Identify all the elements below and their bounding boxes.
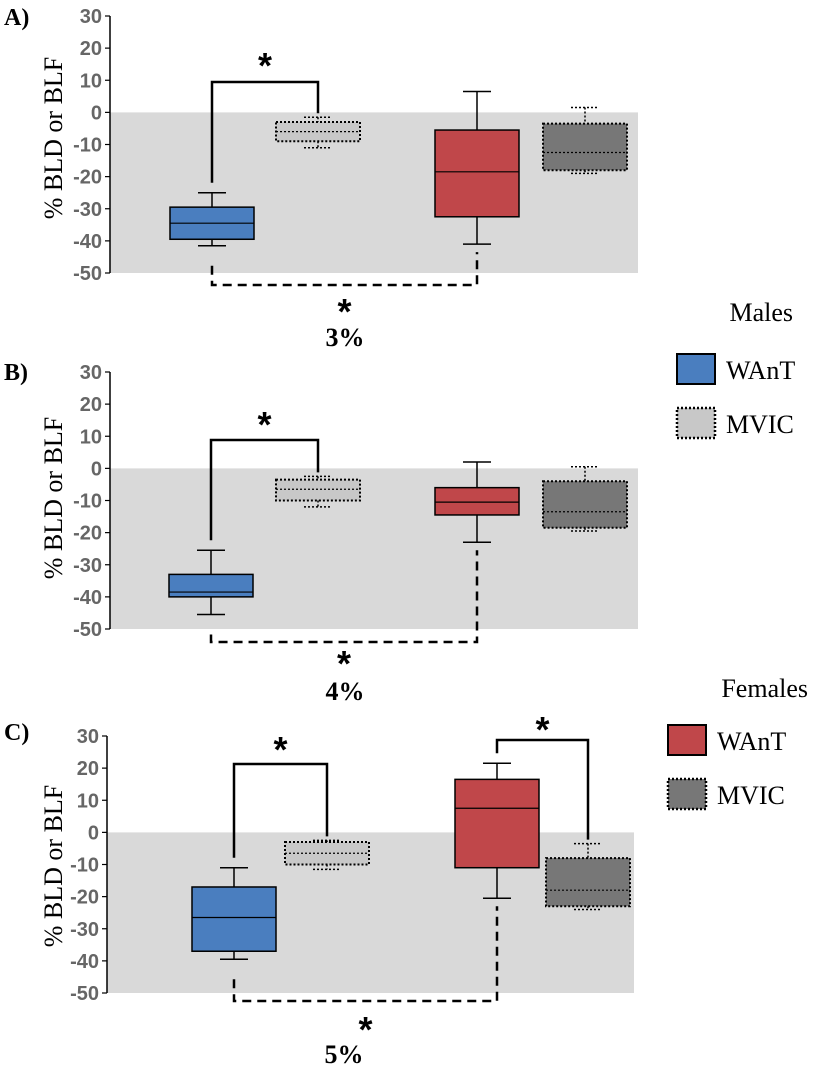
y-tick-label: -30 <box>70 919 99 941</box>
y-tick-label: 20 <box>80 394 102 416</box>
y-tick-label: -10 <box>70 855 99 877</box>
box-females-want <box>454 762 540 899</box>
box-males-mvic <box>284 839 370 871</box>
y-tick-label: -20 <box>73 523 102 545</box>
significance-bracket <box>495 738 590 840</box>
box-body <box>542 122 628 172</box>
y-tick-label: -40 <box>73 231 102 253</box>
legend-swatch <box>667 724 707 756</box>
box-males-mvic <box>275 116 361 149</box>
significance-bracket <box>209 438 320 541</box>
box-body <box>191 886 277 952</box>
y-tick-label: 30 <box>80 362 102 384</box>
y-tick-label: 20 <box>77 758 99 780</box>
y-axis-label: % BLD or BLF <box>39 417 68 580</box>
y-axis-label: % BLD or BLF <box>39 57 68 220</box>
box-females-want <box>434 461 520 544</box>
legend-swatch <box>675 406 717 440</box>
y-tick-label: 10 <box>80 70 102 92</box>
legend-males: Males WAnT MVIC <box>675 298 795 440</box>
significance-bracket-dashed <box>232 906 499 1003</box>
significance-bracket-dashed <box>209 550 479 644</box>
y-tick-label: -50 <box>73 619 102 641</box>
y-tick-label: 0 <box>91 458 102 480</box>
y-tick-label: 10 <box>80 426 102 448</box>
legend-swatch <box>676 353 716 385</box>
box-body <box>545 857 631 908</box>
significance-star: * <box>358 1009 372 1050</box>
legend-label: MVIC <box>717 781 785 810</box>
shaded-region <box>107 832 634 993</box>
y-tick-label: -20 <box>70 887 99 909</box>
percent-label: 3% <box>326 323 365 352</box>
legend-title: Females <box>721 674 808 703</box>
box-body <box>434 486 520 516</box>
y-tick-label: 0 <box>91 102 102 124</box>
y-tick-label: -20 <box>73 167 102 189</box>
box-females-want <box>434 90 520 245</box>
box-body <box>275 478 361 502</box>
y-tick-label: -50 <box>73 263 102 285</box>
significance-star: * <box>257 404 271 445</box>
legend-females: Females WAnT MVIC <box>666 674 808 811</box>
legend-label: WAnT <box>726 356 795 385</box>
y-tick-label: 20 <box>80 38 102 60</box>
significance-star: * <box>258 45 272 86</box>
y-tick-label: -40 <box>73 587 102 609</box>
y-tick-label: 0 <box>88 822 99 844</box>
legend-label: WAnT <box>717 727 786 756</box>
legend-swatch <box>666 777 708 811</box>
significance-star: * <box>337 291 351 332</box>
y-tick-label: -40 <box>70 951 99 973</box>
box-females-mvic <box>542 106 628 175</box>
panel-label: B) <box>4 360 28 386</box>
legend-label: MVIC <box>726 410 794 439</box>
y-tick-label: -30 <box>73 555 102 577</box>
legend-title: Males <box>729 298 793 327</box>
box-body <box>434 129 520 218</box>
box-males-want <box>191 866 277 961</box>
percent-label: 5% <box>325 1040 364 1068</box>
box-females-mvic <box>545 842 631 911</box>
box-females-mvic <box>542 466 628 532</box>
box-males-want <box>168 549 254 616</box>
significance-bracket-dashed <box>210 252 479 287</box>
box-body <box>168 573 254 598</box>
y-tick-label: -30 <box>73 199 102 221</box>
significance-bracket <box>232 762 329 858</box>
box-body <box>454 778 540 869</box>
y-tick-label: 30 <box>77 726 99 748</box>
box-males-want <box>169 191 255 247</box>
y-tick-label: -10 <box>73 135 102 157</box>
box-body <box>542 480 628 529</box>
percent-label: 4% <box>326 677 365 706</box>
panel-label: C) <box>4 720 29 746</box>
y-axis-label: % BLD or BLF <box>39 785 68 948</box>
y-tick-label: -10 <box>73 491 102 513</box>
y-tick-label: -50 <box>70 983 99 1005</box>
y-tick-label: 30 <box>80 6 102 28</box>
significance-star: * <box>337 643 351 684</box>
significance-star: * <box>535 709 549 750</box>
significance-bracket <box>210 80 320 183</box>
y-tick-label: 10 <box>77 790 99 812</box>
panel-label: A) <box>4 5 29 31</box>
significance-star: * <box>273 729 287 770</box>
box-males-mvic <box>275 475 361 508</box>
